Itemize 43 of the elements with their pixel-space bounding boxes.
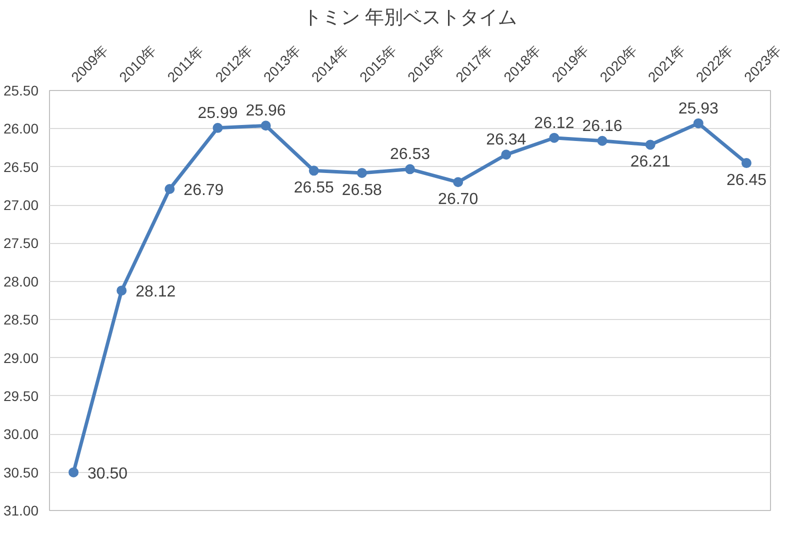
point <box>356 168 367 178</box>
point <box>68 467 79 478</box>
data-label: 26.34 <box>486 132 526 149</box>
data-label: 28.12 <box>136 284 176 301</box>
chart-title: トミン 年別ベストタイム <box>302 8 518 28</box>
data-label: 25.96 <box>246 102 286 120</box>
point <box>501 150 512 160</box>
data-label: 26.45 <box>726 172 767 190</box>
data-label: 26.58 <box>342 182 382 199</box>
y-tick-label: 30.00 <box>3 426 39 442</box>
y-tick-label: 27.50 <box>3 235 39 252</box>
point <box>164 184 175 194</box>
data-label: 26.55 <box>294 180 334 197</box>
y-tick-label: 30.50 <box>3 464 39 480</box>
y-tick-label: 27.00 <box>3 197 39 214</box>
point <box>405 164 415 174</box>
y-tick-label: 28.00 <box>3 273 39 290</box>
data-label: 26.79 <box>184 182 224 200</box>
y-tick-label: 29.50 <box>3 388 39 404</box>
point <box>453 177 464 188</box>
data-label: 26.12 <box>534 114 574 132</box>
point <box>645 140 656 150</box>
point <box>597 136 608 146</box>
data-label: 25.93 <box>678 100 719 118</box>
y-tick-label: 28.50 <box>3 312 39 328</box>
y-tick-label: 26.50 <box>3 158 39 175</box>
point <box>693 118 704 128</box>
data-label: 25.99 <box>198 104 238 122</box>
y-tick-label: 26.00 <box>3 120 39 137</box>
point <box>260 120 271 131</box>
point <box>116 286 127 296</box>
y-tick-label: 25.50 <box>3 82 39 98</box>
y-tick-label: 29.00 <box>3 350 39 366</box>
data-label: 26.21 <box>630 154 670 171</box>
point <box>308 166 319 176</box>
point <box>212 122 223 133</box>
data-label: 26.53 <box>390 146 430 164</box>
data-label: 26.70 <box>438 191 478 208</box>
point <box>549 132 560 143</box>
y-tick-label: 31.00 <box>3 502 39 518</box>
point <box>741 158 752 168</box>
data-label: 30.50 <box>88 465 128 482</box>
data-label: 26.16 <box>582 118 622 135</box>
